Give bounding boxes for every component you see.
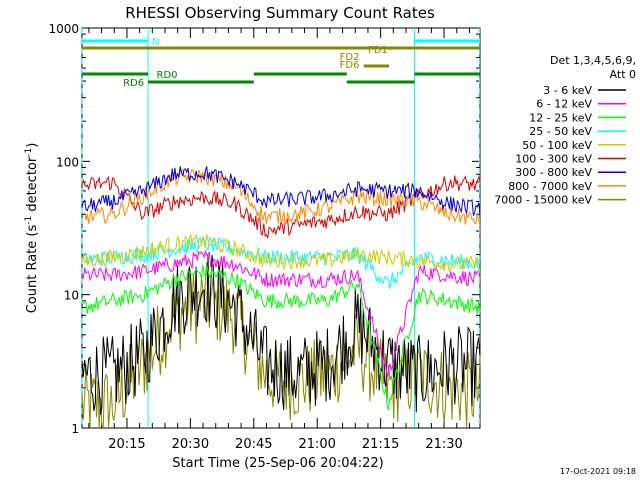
legend-header-detectors: Det 1,3,4,5,6,9, bbox=[550, 54, 636, 67]
legend-entry-label: 3 - 6 keV bbox=[543, 84, 592, 97]
timestamp-label: 17-Oct-2021 09:18 bbox=[560, 467, 636, 476]
flag-fd6-label: FD6 bbox=[340, 60, 360, 71]
flag-fd1-label: FD1 bbox=[368, 45, 388, 56]
legend-entry-label: 50 - 100 keV bbox=[522, 139, 592, 152]
y-tick-label: 10 bbox=[64, 289, 79, 303]
x-tick-label: 20:30 bbox=[172, 437, 209, 452]
legend-entry-label: 6 - 12 keV bbox=[536, 98, 592, 111]
x-tick-label: 20:45 bbox=[235, 437, 272, 452]
y-tick-label: 1000 bbox=[48, 22, 79, 36]
legend-entry-label: 12 - 25 keV bbox=[529, 111, 592, 124]
series-line bbox=[81, 254, 481, 415]
y-tick-label: 100 bbox=[56, 155, 79, 169]
x-tick-label: 21:00 bbox=[298, 437, 335, 452]
series-line bbox=[81, 166, 481, 217]
series-line bbox=[81, 175, 481, 239]
series-line bbox=[81, 264, 481, 411]
legend-header-attenuator: Att 0 bbox=[610, 68, 636, 81]
series-line bbox=[81, 233, 481, 273]
legend-entry-label: 800 - 7000 keV bbox=[508, 180, 592, 193]
x-tick-label: 21:15 bbox=[362, 437, 399, 452]
axes-group: 1 10 100 1000 20:15 20:30 20:45 21:00 21:15 21:30 bbox=[48, 22, 480, 452]
flag-n-label: N bbox=[152, 37, 159, 48]
series-lines bbox=[81, 166, 481, 430]
flag-rd0-label: RD0 bbox=[157, 70, 178, 81]
flag-rd6-label: RD6 bbox=[123, 78, 144, 89]
legend-entry-label: 7000 - 15000 keV bbox=[494, 194, 592, 207]
x-axis-label: Start Time (25-Sep-06 20:04:22) bbox=[172, 456, 383, 471]
x-tick-label: 20:15 bbox=[108, 437, 145, 452]
chart-title: RHESSI Observing Summary Count Rates bbox=[125, 4, 435, 22]
legend-entry-label: 100 - 300 keV bbox=[515, 153, 592, 166]
legend-entry-label: 25 - 50 keV bbox=[529, 125, 592, 138]
series-line bbox=[81, 249, 481, 377]
y-axis-label: Count Rate (s-1 detector-1) bbox=[24, 143, 40, 314]
y-tick-label: 1 bbox=[71, 422, 79, 436]
x-tick-label: 21:30 bbox=[425, 437, 462, 452]
flag-fd2-label: FD2 bbox=[340, 52, 360, 63]
series-line bbox=[81, 168, 481, 227]
legend-entry-label: 300 - 800 keV bbox=[515, 166, 592, 179]
